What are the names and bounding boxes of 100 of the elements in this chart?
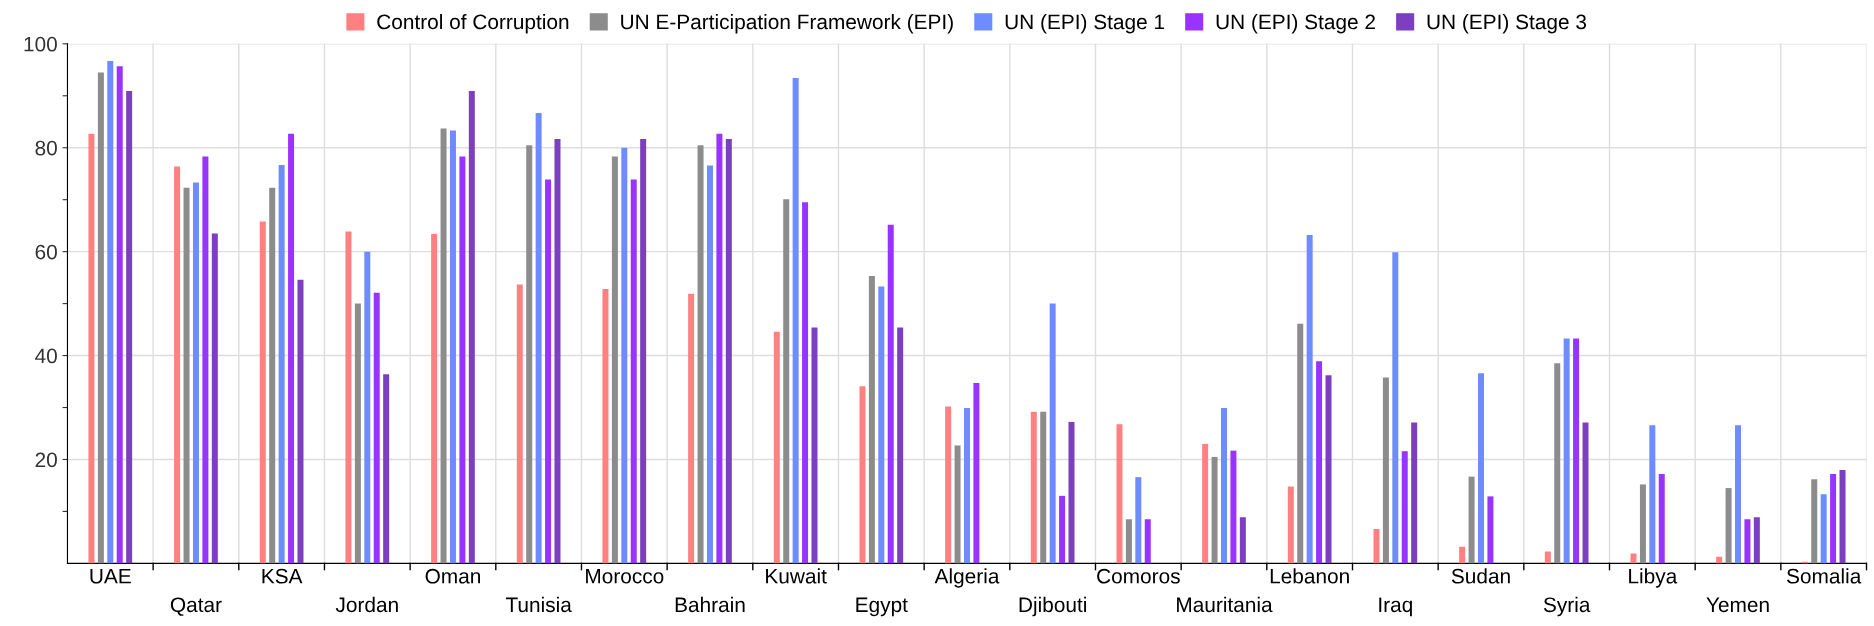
bar — [1040, 411, 1047, 564]
bar — [1373, 529, 1380, 564]
bar — [1239, 517, 1246, 564]
y-tick-label: 100 — [24, 36, 57, 52]
bar — [211, 233, 218, 564]
bar — [1478, 373, 1484, 564]
bar — [954, 445, 961, 564]
x-tick-label: Djibouti — [1019, 596, 1086, 617]
bar — [706, 165, 713, 564]
bar — [1725, 488, 1732, 564]
bar — [1630, 553, 1637, 564]
x-tick-label: Qatar — [170, 597, 222, 616]
x-tick-label: Egypt — [856, 597, 908, 617]
bar — [945, 406, 952, 564]
bar — [535, 112, 542, 564]
x-tick-label: Bahrain — [675, 596, 745, 613]
x-tick-label: Yemen — [1706, 597, 1769, 613]
bar — [1582, 422, 1589, 564]
bar — [126, 91, 133, 564]
bar — [897, 327, 904, 564]
bar — [116, 66, 123, 564]
x-tick-label: Morocco — [586, 569, 664, 584]
bar — [297, 279, 304, 564]
x-tick-label: Somalia — [1786, 568, 1862, 584]
bar — [1306, 235, 1313, 564]
bar — [1753, 517, 1760, 564]
bar — [1554, 363, 1561, 564]
bar — [1830, 474, 1837, 564]
bar — [1820, 494, 1827, 564]
bar — [1459, 546, 1466, 564]
bar — [345, 231, 352, 564]
bar — [640, 138, 647, 564]
bar — [516, 284, 523, 564]
x-tick-label: Libya — [1629, 568, 1678, 588]
bar — [811, 327, 818, 564]
bar — [1811, 479, 1818, 564]
bar — [202, 156, 209, 564]
bar — [783, 199, 790, 564]
bar — [554, 138, 561, 564]
bar — [1030, 411, 1037, 564]
bar — [1744, 519, 1751, 564]
legend-label: UN (EPI) Stage 2 — [1216, 13, 1375, 34]
bar — [449, 130, 456, 564]
x-tick-label: Sudan — [1451, 568, 1510, 584]
bar — [1125, 519, 1132, 564]
bar — [88, 133, 95, 564]
bar — [802, 202, 809, 564]
bar — [973, 383, 980, 564]
bar — [688, 293, 695, 564]
bar — [963, 408, 970, 564]
bar — [1544, 551, 1551, 564]
bar — [259, 221, 266, 564]
bar — [1144, 519, 1151, 564]
bar — [611, 156, 618, 564]
bar — [1287, 486, 1294, 564]
bar — [468, 91, 475, 564]
legend-label: UN (EPI) Stage 1 — [1005, 13, 1165, 34]
bar — [1649, 425, 1656, 564]
y-tick-label: 80 — [35, 140, 57, 156]
bar — [878, 286, 885, 564]
bar — [1468, 476, 1475, 564]
bar — [1487, 496, 1494, 564]
x-tick-label: Syria — [1543, 596, 1591, 617]
bar — [1573, 338, 1580, 564]
bar — [1049, 303, 1056, 564]
bar — [545, 179, 552, 564]
bar — [373, 292, 380, 564]
bar — [1059, 495, 1066, 564]
bar — [364, 251, 371, 564]
y-tick-label: 40 — [35, 348, 57, 364]
bar — [1116, 424, 1123, 564]
bar — [1230, 450, 1237, 564]
x-tick-label: Algeria — [934, 568, 1000, 588]
bar — [174, 166, 181, 564]
x-tick-label: Tunisia — [505, 596, 572, 613]
y-tick-label: 20 — [35, 452, 57, 468]
x-tick-label: Iraq — [1379, 597, 1412, 617]
bar — [288, 133, 295, 564]
bar — [440, 128, 447, 564]
bar — [1135, 477, 1142, 564]
legend-label: UN E-Participation Framework (EPI) — [621, 13, 953, 34]
bar — [868, 276, 875, 564]
legend-label: UN (EPI) Stage 3 — [1427, 13, 1587, 34]
bar — [697, 145, 704, 564]
x-tick-label: Mauritania — [1177, 596, 1273, 613]
bar — [773, 331, 780, 564]
bar — [1401, 451, 1408, 564]
bar — [1325, 375, 1332, 564]
bar — [431, 233, 438, 564]
bar — [1839, 469, 1846, 564]
bar — [1411, 422, 1418, 564]
bar — [630, 179, 637, 564]
bar — [526, 145, 533, 564]
bar — [278, 164, 285, 564]
bar — [602, 289, 609, 564]
y-tick-label: 60 — [35, 244, 57, 260]
bar — [716, 133, 723, 564]
bar — [1639, 484, 1646, 564]
x-tick-label: Lebanon — [1270, 568, 1349, 584]
legend-label: Control of Corruption — [377, 13, 569, 34]
